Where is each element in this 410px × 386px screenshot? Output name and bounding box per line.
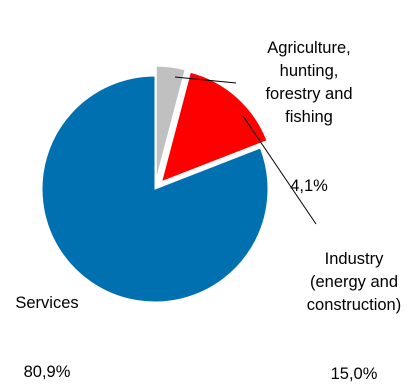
slice-label-industry: Industry (energy and construction) 15,0% xyxy=(296,225,410,386)
slice-services xyxy=(41,75,269,303)
slice-label-industry-value: 15,0% xyxy=(330,365,378,383)
slice-industry xyxy=(160,71,268,183)
pie-chart-svg xyxy=(41,65,317,303)
slice-label-industry-name: Industry (energy and construction) xyxy=(306,250,402,314)
slice-agriculture xyxy=(155,65,186,180)
slice-label-services: Services 80,9% xyxy=(2,269,92,384)
slice-label-services-name: Services xyxy=(15,294,79,312)
slice-label-agriculture: Agriculture, hunting, forestry and fishi… xyxy=(234,14,384,198)
leader-line-agriculture xyxy=(174,76,237,84)
slice-label-services-value: 80,9% xyxy=(23,363,71,381)
leader-line-industry xyxy=(242,115,317,225)
pie-chart: Agriculture, hunting, forestry and fishi… xyxy=(15,14,401,383)
slice-label-agriculture-value: 4,1% xyxy=(290,177,328,195)
slice-label-agriculture-name: Agriculture, hunting, forestry and fishi… xyxy=(265,39,353,126)
